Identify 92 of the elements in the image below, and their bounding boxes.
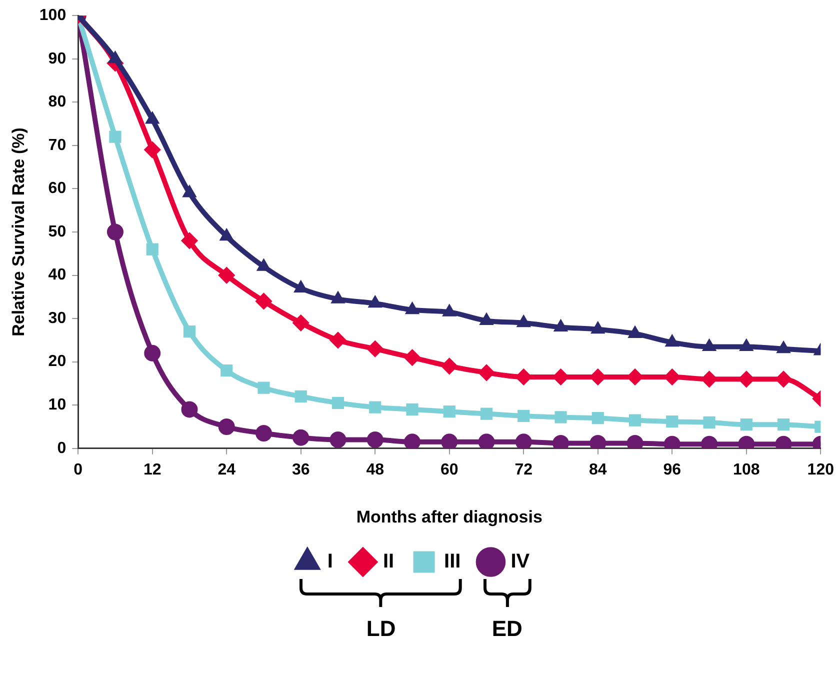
point: [255, 293, 272, 310]
point: [368, 296, 382, 308]
point: [404, 349, 420, 366]
y-tick-label: 100: [39, 7, 66, 24]
point: [776, 341, 790, 354]
point: [220, 228, 234, 241]
legend-label: IV: [510, 550, 530, 573]
point: [665, 334, 679, 347]
point: [218, 418, 235, 436]
point: [366, 431, 384, 448]
legend-label: III: [444, 550, 461, 573]
x-tick-label: 96: [663, 461, 682, 478]
text: LD: [366, 616, 396, 642]
x-tick-label: 72: [514, 461, 533, 478]
point: [775, 370, 792, 388]
point: [405, 302, 420, 314]
x-tick-label: 0: [74, 461, 83, 478]
point: [740, 338, 754, 351]
point: [703, 416, 716, 428]
y-tick-label: 60: [48, 180, 66, 198]
y-tick-label: 0: [57, 440, 66, 457]
point: [146, 112, 160, 124]
point: [330, 431, 346, 448]
point: [554, 319, 568, 332]
y-tick-label: 20: [48, 353, 66, 370]
point: [146, 243, 158, 256]
point: [740, 418, 752, 431]
point: [738, 370, 755, 388]
point: [332, 396, 344, 410]
legend-label: I: [327, 550, 333, 573]
point: [218, 267, 235, 284]
point: [331, 291, 345, 304]
point: [369, 401, 382, 414]
point: [256, 258, 271, 271]
point: [366, 340, 384, 358]
x-axis-title: Months after diagnosis: [356, 507, 542, 526]
point: [515, 368, 532, 386]
point: [554, 411, 567, 424]
point: [182, 185, 196, 198]
point: [144, 142, 161, 158]
point: [144, 344, 161, 362]
point: [515, 434, 532, 448]
point: [442, 304, 456, 316]
point: [480, 312, 494, 325]
point: [777, 418, 790, 431]
text: ED: [492, 616, 522, 642]
point: [441, 358, 458, 374]
point: [404, 434, 420, 448]
point: [183, 325, 196, 338]
point: [478, 434, 495, 448]
point: [480, 408, 493, 420]
y-tick-label: 10: [48, 396, 66, 414]
x-tick-label: 12: [143, 461, 162, 478]
point: [181, 401, 198, 418]
point: [666, 416, 678, 428]
point: [628, 326, 642, 338]
point: [181, 232, 198, 249]
y-axis-title: Relative Survival Rate (%): [8, 128, 28, 336]
x-tick-label: 60: [440, 461, 458, 478]
point: [292, 314, 310, 332]
x-tick-label: 24: [218, 461, 236, 478]
x-tick-label: 48: [366, 461, 384, 478]
point: [702, 338, 716, 351]
y-tick-label: 50: [48, 223, 66, 240]
point: [294, 390, 307, 403]
point: [592, 412, 604, 424]
point: [258, 382, 270, 394]
point: [406, 403, 418, 416]
point: [516, 315, 530, 328]
point: [628, 414, 642, 426]
y-tick-label: 40: [48, 266, 66, 284]
point: [330, 332, 346, 348]
y-tick-label: 30: [48, 310, 66, 327]
x-tick-label: 84: [588, 461, 607, 478]
point: [478, 364, 495, 381]
point: [108, 51, 122, 64]
point: [443, 406, 456, 418]
y-tick-label: 70: [48, 136, 66, 154]
point: [518, 410, 530, 422]
point: [441, 434, 458, 448]
point: [255, 425, 272, 442]
legend-label: II: [382, 550, 394, 573]
point: [109, 130, 122, 143]
y-tick-label: 90: [48, 50, 66, 68]
x-tick-label: 120: [807, 461, 834, 478]
point: [106, 224, 124, 240]
point: [591, 322, 605, 334]
y-tick-label: 80: [48, 94, 66, 111]
x-tick-label: 36: [292, 461, 310, 478]
point: [220, 364, 233, 377]
x-tick-label: 108: [733, 461, 760, 478]
point: [292, 429, 310, 446]
